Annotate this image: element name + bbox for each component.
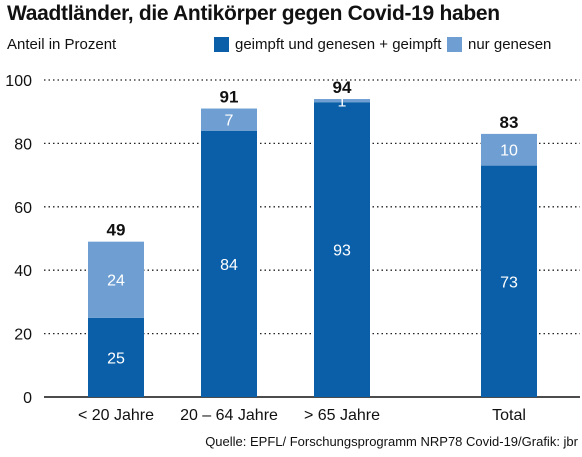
y-tick-label-0: 0	[23, 390, 32, 407]
y-tick-label-60: 60	[14, 200, 32, 217]
bar-segment-vaccinated-2	[314, 102, 370, 397]
y-axis-unit-label: Anteil in Prozent	[7, 36, 117, 53]
bar-total-label-0: 49	[107, 221, 126, 240]
x-category-label-1: 20 – 64 Jahre	[180, 407, 278, 424]
bar-segment-recovered-3	[481, 133, 537, 166]
y-tick-label-100: 100	[5, 73, 32, 90]
bar-segment-vaccinated-1	[201, 130, 257, 397]
x-category-label-2: > 65 Jahre	[304, 407, 380, 424]
bar-value-label-vaccinated-1: 84	[220, 257, 238, 274]
bar-total-label-1: 91	[220, 88, 239, 107]
bar-value-label-recovered-1: 7	[225, 113, 234, 130]
bar-value-label-vaccinated-2: 93	[333, 243, 351, 260]
legend-swatch-light	[447, 37, 462, 52]
bar-segment-vaccinated-3	[481, 165, 537, 397]
legend-label-vaccinated: geimpft und genesen + geimpft	[235, 36, 442, 53]
bar-value-label-recovered-2: 1	[338, 94, 347, 111]
bar-segment-recovered-2	[314, 99, 370, 103]
legend-label-recovered: nur genesen	[468, 36, 552, 53]
legend-item-vaccinated: geimpft und genesen + geimpft	[214, 36, 441, 53]
bar-value-label-recovered-0: 24	[107, 273, 125, 290]
legend-item-recovered: nur genesen	[447, 36, 551, 53]
bar-total-label-2: 94	[333, 78, 352, 97]
bar-value-label-recovered-3: 10	[500, 143, 518, 160]
y-tick-label-40: 40	[14, 263, 32, 280]
bar-segment-recovered-0	[88, 241, 144, 318]
chart-title: Waadtländer, die Antikörper gegen Covid-…	[7, 2, 500, 25]
bar-segment-recovered-1	[201, 108, 257, 131]
legend-swatch-dark	[214, 37, 229, 52]
bar-value-label-vaccinated-3: 73	[500, 274, 518, 291]
bar-total-label-3: 83	[500, 113, 519, 132]
bar-value-label-vaccinated-0: 25	[107, 350, 125, 367]
y-tick-label-20: 20	[14, 327, 32, 344]
bar-segment-vaccinated-0	[88, 317, 144, 397]
source-note: Quelle: EPFL/ Forschungsprogramm NRP78 C…	[205, 434, 578, 449]
x-category-label-0: < 20 Jahre	[78, 407, 154, 424]
x-category-label-3: Total	[492, 407, 526, 424]
y-tick-label-80: 80	[14, 136, 32, 153]
